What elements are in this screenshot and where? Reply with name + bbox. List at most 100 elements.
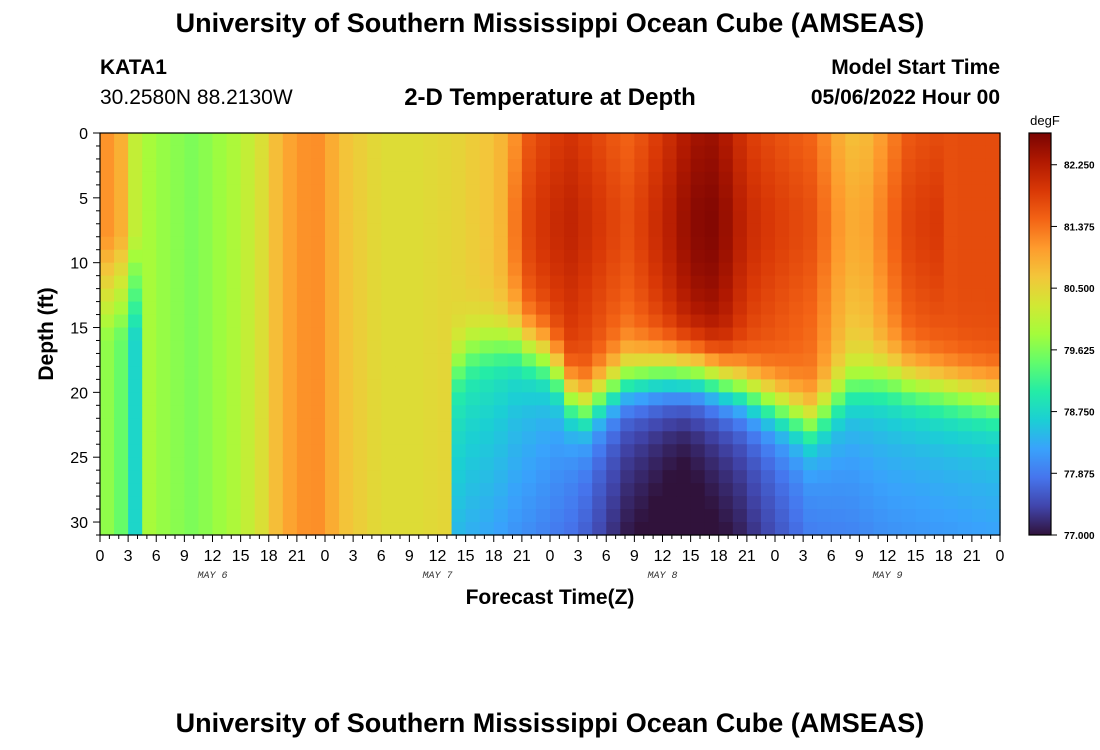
heatmap-cell	[423, 444, 439, 458]
heatmap-cell	[184, 405, 200, 419]
heatmap-cell	[718, 444, 734, 458]
heatmap-cell	[859, 431, 875, 445]
heatmap-cell	[676, 301, 692, 316]
heatmap-cell	[634, 431, 650, 445]
heatmap-cell	[789, 340, 804, 355]
y-tick-label: 20	[70, 385, 88, 402]
heatmap-cell	[746, 366, 762, 380]
heatmap-cell	[620, 236, 635, 251]
heatmap-cell	[310, 262, 326, 277]
heatmap-cell	[198, 392, 214, 406]
heatmap-cell	[437, 223, 453, 238]
heatmap-cell	[226, 327, 242, 342]
heatmap-cell	[226, 210, 242, 225]
heatmap-cell	[310, 275, 326, 290]
heatmap-cell	[845, 301, 860, 316]
heatmap-cell	[226, 457, 242, 471]
heatmap-cell	[451, 353, 467, 368]
heatmap-cell	[620, 223, 635, 238]
heatmap-cell	[339, 327, 354, 342]
heatmap-cell	[507, 457, 523, 471]
heatmap-cell	[367, 262, 382, 277]
heatmap-cell	[353, 184, 368, 199]
heatmap-cell	[493, 379, 509, 393]
heatmap-cell	[915, 288, 931, 303]
heatmap-cell	[662, 223, 678, 238]
heatmap-cell	[114, 145, 129, 160]
heatmap-cell	[367, 496, 382, 510]
heatmap-cell	[184, 145, 200, 160]
heatmap-cell	[310, 197, 326, 212]
heatmap-cell	[282, 470, 298, 484]
heatmap-cell	[268, 288, 284, 303]
heatmap-cell	[873, 379, 889, 393]
x-tick-label: 12	[429, 548, 447, 565]
heatmap-cell	[887, 522, 903, 536]
heatmap-cell	[156, 496, 171, 510]
heatmap-cell	[971, 223, 987, 238]
heatmap-cell	[845, 340, 860, 355]
heatmap-cell	[226, 405, 242, 419]
heatmap-cell	[704, 379, 720, 393]
heatmap-cell	[268, 353, 284, 368]
heatmap-cell	[423, 496, 439, 510]
heatmap-cell	[395, 301, 410, 316]
heatmap-cell	[775, 133, 790, 147]
heatmap-cell	[817, 509, 832, 523]
heatmap-cell	[423, 522, 439, 536]
heatmap-cell	[676, 496, 692, 510]
heatmap-cell	[142, 379, 157, 393]
heatmap-cell	[901, 262, 917, 277]
heatmap-cell	[676, 509, 692, 523]
heatmap-cell	[395, 133, 410, 147]
heatmap-cell	[198, 327, 214, 342]
heatmap-cell	[212, 496, 228, 510]
heatmap-cell	[620, 483, 635, 497]
heatmap-cell	[170, 197, 185, 212]
heatmap-cell	[634, 301, 650, 316]
heatmap-cell	[409, 288, 425, 303]
heatmap-cell	[437, 197, 453, 212]
heatmap-cell	[648, 262, 664, 277]
heatmap-cell	[564, 275, 579, 290]
heatmap-cell	[479, 522, 495, 536]
page-title: University of Southern Mississippi Ocean…	[175, 8, 925, 38]
heatmap-cell	[943, 392, 959, 406]
heatmap-cell	[831, 496, 846, 510]
heatmap-cell	[592, 457, 607, 471]
heatmap-cell	[943, 288, 959, 303]
heatmap-cell	[564, 145, 579, 160]
heatmap-cell	[507, 184, 523, 199]
heatmap-cell	[493, 145, 509, 160]
heatmap-cell	[789, 522, 804, 536]
heatmap-cell	[760, 223, 776, 238]
heatmap-cell	[592, 223, 607, 238]
heatmap-cell	[142, 236, 157, 251]
heatmap-cell	[254, 145, 270, 160]
heatmap-cell	[226, 522, 242, 536]
heatmap-cell	[760, 392, 776, 406]
heatmap-cell	[690, 262, 706, 277]
heatmap-cell	[114, 418, 129, 432]
heatmap-cell	[381, 262, 396, 277]
heatmap-cell	[521, 314, 537, 329]
heatmap-cell	[156, 522, 171, 536]
heatmap-cell	[578, 405, 593, 419]
heatmap-cell	[859, 418, 875, 432]
heatmap-cell	[142, 210, 157, 225]
heatmap-cell	[817, 366, 832, 380]
heatmap-cell	[226, 171, 242, 186]
heatmap-cell	[240, 145, 256, 160]
x-tick-label: 0	[96, 548, 105, 565]
heatmap-cell	[339, 275, 354, 290]
heatmap-cell	[465, 133, 481, 147]
heatmap-cell	[114, 431, 129, 445]
heatmap-cell	[325, 457, 340, 471]
heatmap-cell	[282, 288, 298, 303]
heatmap-cell	[521, 171, 537, 186]
heatmap-cell	[831, 353, 846, 368]
heatmap-cell	[296, 171, 312, 186]
heatmap-cell	[521, 301, 537, 316]
heatmap-cell	[634, 366, 650, 380]
heatmap-cell	[803, 197, 818, 212]
